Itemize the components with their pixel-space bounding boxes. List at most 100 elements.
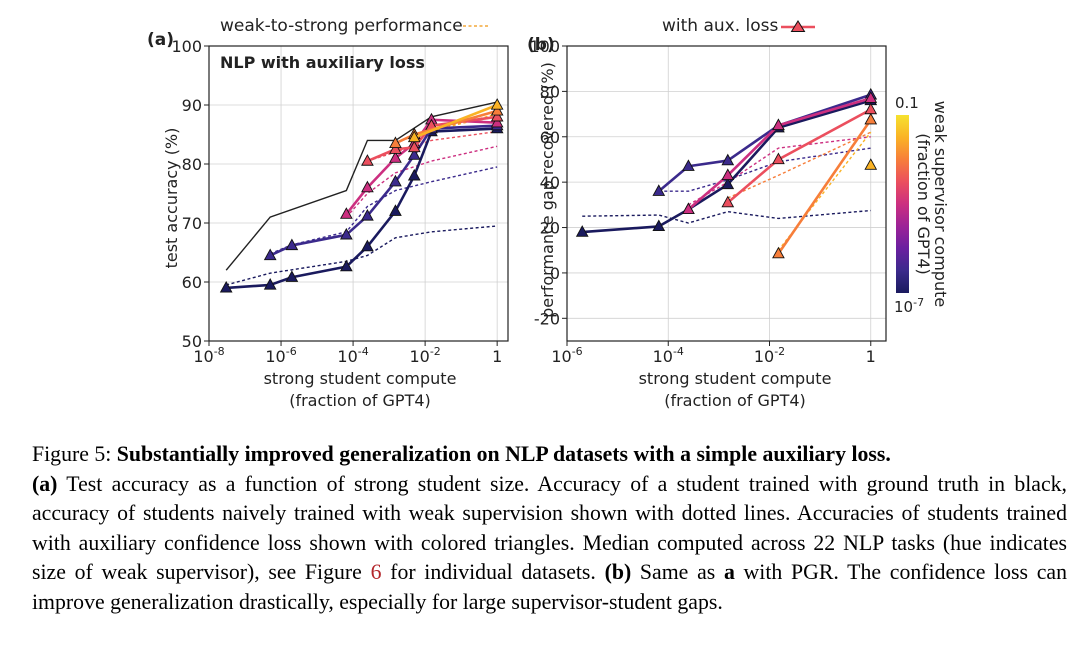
caption-a-text-1: Test accuracy as a function of strong st… (32, 471, 1067, 585)
panel-a-xticks: 10-8 10-6 10-4 10-2 1 (193, 341, 502, 366)
x-tick-exponent: -6 (286, 345, 297, 358)
x-tick-label: 10-4 (653, 345, 684, 366)
y-tick-label: 60 (540, 128, 560, 147)
aux-loss-marker (721, 195, 735, 208)
panel-a-label: (a) (147, 30, 174, 50)
colorbar-gradient (896, 115, 909, 293)
y-tick-label: 50 (182, 332, 202, 351)
aux-loss-marker (389, 142, 402, 154)
aux-loss-marker (389, 136, 402, 149)
aux-loss-marker (285, 238, 299, 251)
panel-b-label: (b) (527, 35, 555, 55)
aux-loss-marker (361, 239, 374, 252)
x-tick-base: 10 (409, 347, 429, 366)
caption-b-label: (b) (604, 560, 632, 584)
caption-a-label: (a) (32, 471, 58, 496)
weak-to-strong-line (688, 136, 871, 206)
x-tick-label: 1 (866, 347, 876, 366)
colorbar-top-label: 0.1 (895, 94, 919, 112)
aux-loss-marker (682, 202, 695, 215)
x-tick-label: 10-6 (265, 345, 296, 366)
aux-loss-marker (407, 168, 421, 181)
weak-to-strong-line (582, 209, 871, 224)
aux-loss-marker (389, 174, 402, 187)
aux-loss-marker (339, 227, 353, 240)
aux-loss-marker (361, 180, 374, 193)
aux-loss-line (777, 119, 872, 255)
aux-loss-marker (772, 118, 785, 131)
panel-a-ylabel: test accuracy (%) (162, 128, 181, 269)
colorbar: 0.1 10-7 weak supervisor compute (fracti… (894, 94, 950, 316)
aux-loss-marker (407, 130, 421, 143)
panel-b-frame (566, 45, 887, 342)
weak-to-strong-line (658, 147, 871, 192)
aux-loss-marker (575, 225, 589, 237)
caption-b-text-1: Same as (631, 560, 724, 584)
aux-loss-marker (864, 91, 878, 103)
y-tick-label: 100 (171, 37, 202, 56)
aux-loss-marker (490, 115, 504, 128)
aux-loss-line (413, 103, 498, 139)
x-tick-exponent: -4 (358, 345, 369, 358)
x-tick-base: 10 (193, 347, 213, 366)
y-tick-label: 60 (182, 273, 202, 292)
aux-loss-marker (389, 204, 402, 216)
y-tick-label: 80 (182, 155, 202, 174)
y-tick-label: 0 (550, 264, 560, 283)
figure: weak-to-strong performance with aux. los… (147, 16, 950, 410)
weak-to-strong-line (269, 166, 498, 255)
panel-b-series (575, 87, 878, 259)
aux-loss-marker (285, 270, 299, 282)
colorbar-bottom-text: 10 (894, 298, 913, 316)
aux-loss-marker (721, 168, 735, 180)
weak-to-strong-line (727, 131, 872, 199)
aux-loss-marker (361, 154, 374, 166)
y-tick-label: 70 (182, 214, 202, 233)
panel-a-xlabel-2: (fraction of GPT4) (289, 391, 431, 410)
caption-a-text-2: for individual datasets. (381, 560, 605, 584)
caption-figure-ref[interactable]: 6 (370, 560, 382, 584)
panel-a-frame (208, 45, 509, 342)
y-tick-label: -20 (534, 309, 560, 328)
legend-aux-triangle (790, 20, 806, 32)
x-tick-base: 10 (653, 347, 673, 366)
panel-b-xlabel-2: (fraction of GPT4) (664, 391, 806, 410)
x-tick-exponent: -6 (572, 345, 583, 358)
x-tick-exponent: -2 (430, 345, 441, 358)
weak-to-strong-line (226, 225, 498, 286)
x-tick-label: 1 (492, 347, 502, 366)
panel-b-ylabel: performance gap recovered (%) (538, 62, 557, 318)
legend-aux-loss-label: with aux. loss (662, 16, 779, 36)
x-tick-label: 10-2 (409, 345, 440, 366)
aux-loss-marker (490, 98, 504, 110)
aux-loss-marker (652, 219, 666, 232)
weak-to-strong-line (367, 130, 498, 162)
aux-loss-marker (721, 153, 735, 166)
caption-b-bold: a (723, 560, 735, 584)
panel-b-xlabel: strong student compute (639, 369, 832, 388)
x-tick-exponent: -8 (214, 345, 225, 358)
x-tick-label: 10-8 (193, 345, 224, 366)
figure-caption: Figure 5: Substantially improved general… (32, 440, 1067, 617)
weak-to-strong-line (345, 145, 498, 218)
aux-loss-marker (263, 248, 277, 261)
panel-a-series (219, 98, 504, 293)
aux-loss-line (582, 99, 872, 234)
x-tick-exponent: -4 (673, 345, 684, 358)
aux-loss-marker (361, 208, 374, 221)
y-tick-label: 80 (540, 82, 560, 101)
aux-loss-marker (864, 158, 878, 170)
caption-prefix: Figure 5: (32, 442, 117, 466)
caption-b-text-2: with PGR. The confidence loss can improv… (32, 560, 1067, 614)
y-tick-label: 40 (540, 173, 560, 192)
aux-loss-marker (721, 177, 735, 190)
legend-weak-to-strong-label: weak-to-strong performance (220, 16, 463, 36)
x-tick-exponent: -2 (774, 345, 785, 358)
aux-loss-marker (339, 259, 353, 272)
x-tick-base: 10 (551, 347, 571, 366)
colorbar-title-1: weak supervisor compute (931, 101, 950, 307)
x-tick-base: 1 (866, 347, 876, 366)
aux-loss-marker (339, 207, 353, 219)
